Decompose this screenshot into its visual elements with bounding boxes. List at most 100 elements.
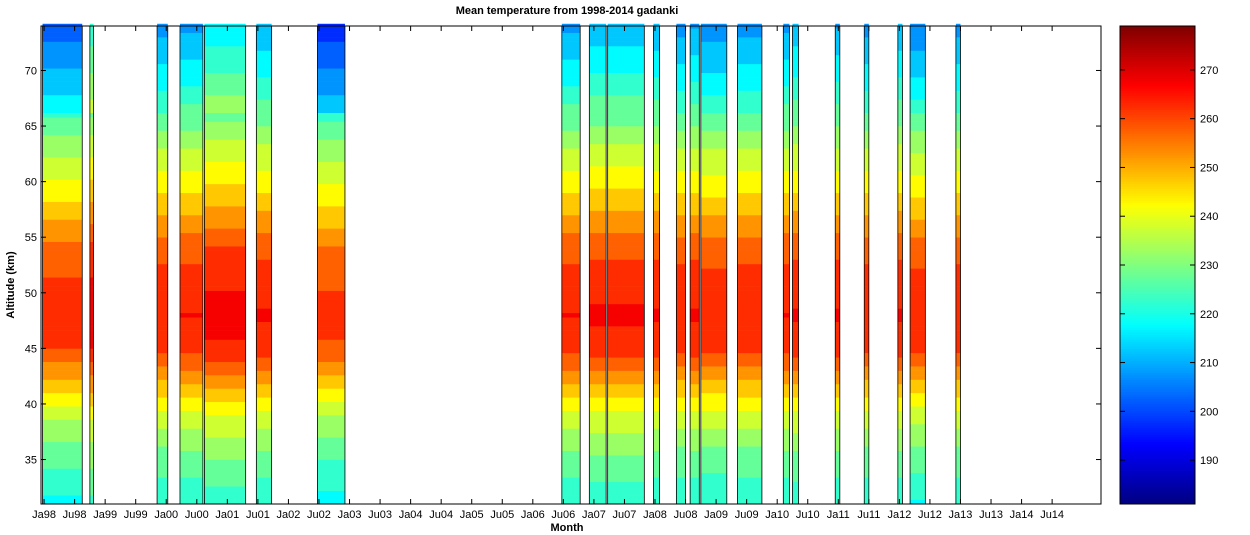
heatmap-cell [89,455,94,460]
heatmap-cell [792,259,799,265]
heatmap-cell [783,259,790,265]
heatmap-cell [317,472,345,478]
heatmap-cell [317,495,345,500]
heatmap-cell [955,223,961,229]
heatmap-cell [910,219,926,225]
heatmap-cell [42,121,83,127]
heatmap-cell [792,90,799,96]
heatmap-cell [910,68,926,73]
heatmap-cell [653,50,660,56]
heatmap-cell [89,68,94,73]
heatmap-cell [179,477,203,483]
heatmap-cell [42,450,83,456]
heatmap-cell [89,415,94,420]
heatmap-cell [700,259,727,265]
heatmap-cell [89,117,94,122]
heatmap-cell [653,410,660,416]
colorbar-band [1120,324,1195,328]
heatmap-cell [835,228,840,234]
heatmap-cell [653,37,660,42]
colorbar-band [1120,355,1195,359]
heatmap-cell [561,152,581,158]
data-segment [255,23,273,505]
colorbar-band [1120,59,1195,63]
heatmap-cell [676,281,686,287]
heatmap-cell [737,277,762,282]
heatmap-cell [783,197,790,202]
heatmap-cell [910,166,926,171]
heatmap-cell [792,183,799,189]
heatmap-cell [792,255,799,260]
heatmap-cell [700,148,727,154]
heatmap-cell [700,308,727,314]
heatmap-cell [607,81,645,87]
heatmap-cell [783,81,790,87]
heatmap-cell [653,214,660,220]
heatmap-cell [910,352,926,358]
colorbar-band [1120,233,1195,237]
heatmap-cell [676,410,686,416]
heatmap-cell [897,72,903,78]
colorbar-tick-label: 270 [1200,65,1218,77]
data-segment [863,23,870,505]
heatmap-cell [792,486,799,491]
heatmap-cell [690,223,700,229]
heatmap-cell [653,183,660,189]
heatmap-cell [157,170,168,176]
heatmap-cell [89,170,94,176]
heatmap-cell [607,246,645,251]
heatmap-cell [910,139,926,145]
heatmap-cell [317,317,345,322]
heatmap-cell [864,388,869,394]
heatmap-cell [700,228,727,234]
heatmap-cell [792,343,799,349]
heatmap-cell [700,63,727,69]
heatmap-cell [910,401,926,407]
heatmap-cell [955,241,961,247]
heatmap-cell [204,241,246,247]
heatmap-cell [561,410,581,416]
heatmap-cell [835,108,840,114]
heatmap-cell [955,437,961,443]
heatmap-cell [589,223,607,229]
heatmap-cell [256,223,272,229]
heatmap-cell [955,117,961,122]
heatmap-cell [42,241,83,247]
heatmap-cell [42,41,83,47]
heatmap-cell [864,352,869,358]
heatmap-cell [690,250,700,256]
heatmap-cell [89,206,94,211]
heatmap-cell [835,134,840,140]
heatmap-cell [783,446,790,451]
heatmap-cell [792,383,799,389]
heatmap-cell [864,321,869,327]
heatmap-cell [690,90,700,96]
heatmap-cell [835,366,840,371]
colorbar-band [1120,159,1195,163]
heatmap-cell [589,201,607,207]
heatmap-cell [783,170,790,176]
heatmap-cell [676,441,686,447]
heatmap-cell [690,161,700,167]
heatmap-cell [690,495,700,500]
heatmap-cell [179,441,203,447]
heatmap-cell [690,103,700,109]
heatmap-cell [317,326,345,331]
heatmap-cell [835,286,840,291]
heatmap-cell [835,281,840,287]
colorbar-band [1120,128,1195,132]
x-tick-label: Ja98 [32,509,56,521]
heatmap-cell [89,197,94,202]
heatmap-cell [561,486,581,491]
heatmap-cell [955,126,961,131]
colorbar-band [1120,71,1195,75]
heatmap-cell [561,263,581,269]
heatmap-cell [42,441,83,447]
heatmap-cell [910,472,926,478]
heatmap-cell [737,201,762,207]
heatmap-cell [179,428,203,434]
colorbar-band [1120,334,1195,338]
heatmap-cell [835,192,840,198]
heatmap-cell [179,134,203,140]
heatmap-cell [700,375,727,380]
